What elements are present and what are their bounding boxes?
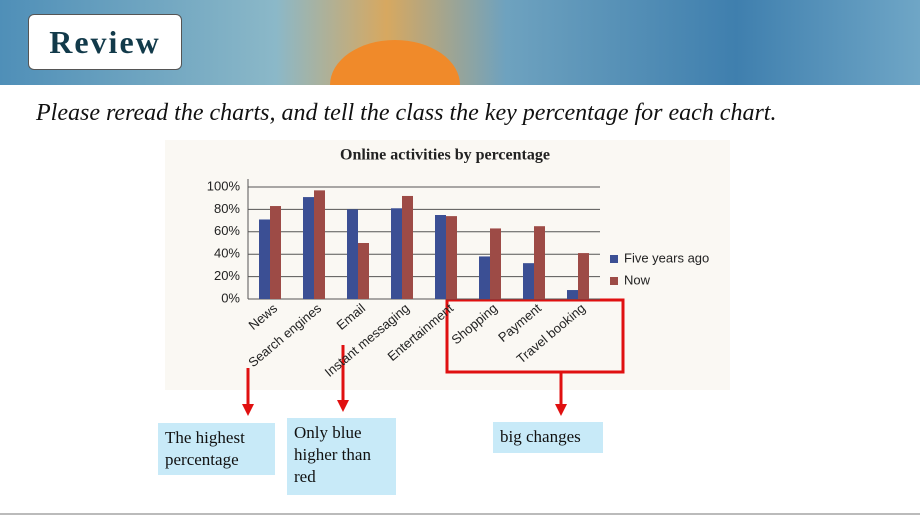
bar (523, 263, 534, 299)
chart-title: Online activities by percentage (340, 147, 550, 164)
slide-title: Review (28, 14, 182, 70)
legend-label: Now (624, 272, 651, 287)
highlight-box (445, 298, 625, 374)
bar (303, 197, 314, 299)
bar (314, 190, 325, 299)
annotation: big changes (493, 422, 603, 453)
bar (446, 216, 457, 299)
bar (567, 290, 578, 299)
arrows (242, 345, 567, 416)
bar (347, 209, 358, 299)
bar (490, 228, 501, 299)
annotation: Only blue higher than red (287, 418, 396, 495)
bar (578, 253, 589, 299)
instruction: Please reread the charts, and tell the c… (36, 100, 777, 126)
bar (534, 226, 545, 299)
bar (259, 219, 270, 299)
legend-swatch (610, 255, 618, 263)
y-tick-label: 40% (214, 246, 240, 261)
y-tick-label: 0% (221, 290, 240, 305)
bar (270, 206, 281, 299)
y-tick-label: 20% (214, 268, 240, 283)
bar (391, 208, 402, 299)
legend-swatch (610, 277, 618, 285)
y-tick-label: 100% (207, 178, 241, 193)
annotation: The highest percentage (158, 423, 275, 475)
bar (479, 256, 490, 299)
y-tick-label: 80% (214, 201, 240, 216)
bar (435, 215, 446, 299)
legend-label: Five years ago (624, 250, 709, 265)
bar (358, 243, 369, 299)
bar (402, 195, 413, 299)
y-tick-label: 60% (214, 223, 240, 238)
